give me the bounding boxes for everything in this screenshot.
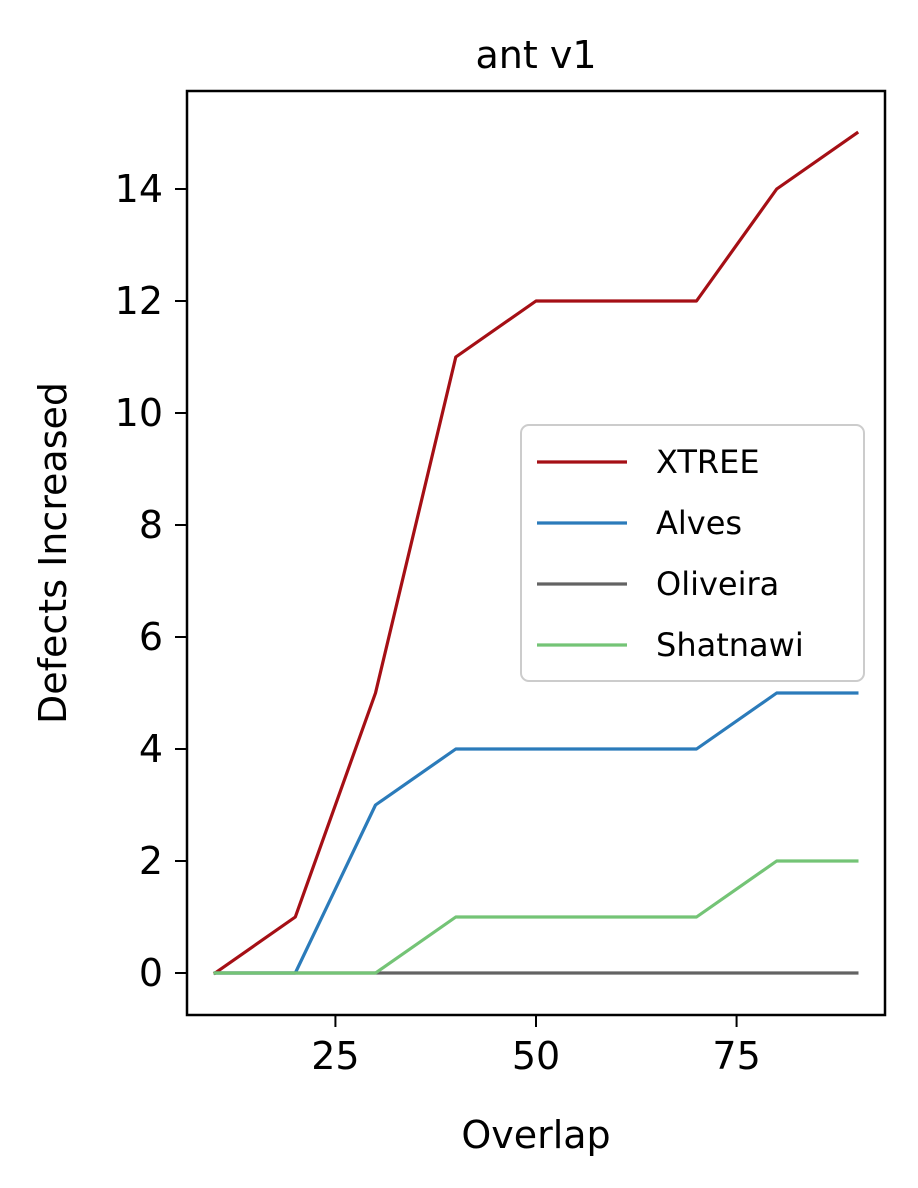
y-tick-label: 14 xyxy=(115,167,163,211)
x-axis: 25 50 75 xyxy=(311,1015,761,1078)
y-tick-label: 2 xyxy=(139,839,163,883)
legend-label-xtree: XTREE xyxy=(656,443,760,481)
x-tick-label: 75 xyxy=(712,1034,760,1078)
x-axis-label: Overlap xyxy=(461,1113,610,1157)
y-axis: 0 2 4 6 8 10 12 14 xyxy=(115,167,187,995)
y-tick-label: 6 xyxy=(139,615,163,659)
chart-title: ant v1 xyxy=(475,33,596,77)
legend-label-shatnawi: Shatnawi xyxy=(656,626,804,664)
series-line-xtree xyxy=(212,130,860,976)
y-axis-label: Defects Increased xyxy=(31,382,75,724)
legend-label-alves: Alves xyxy=(656,504,742,542)
legend-label-oliveira: Oliveira xyxy=(656,565,779,603)
y-tick-label: 10 xyxy=(115,391,163,435)
legend: XTREE Alves Oliveira Shatnawi xyxy=(520,424,865,682)
plot-series xyxy=(212,130,860,976)
series-line-alves xyxy=(213,691,859,975)
legend-box xyxy=(520,424,865,682)
series-line-shatnawi xyxy=(213,859,859,975)
x-tick-label: 50 xyxy=(512,1034,560,1078)
y-tick-label: 8 xyxy=(139,503,163,547)
y-tick-label: 0 xyxy=(139,951,163,995)
x-tick-label: 25 xyxy=(311,1034,359,1078)
y-tick-label: 12 xyxy=(115,279,163,323)
y-tick-label: 4 xyxy=(139,727,163,771)
